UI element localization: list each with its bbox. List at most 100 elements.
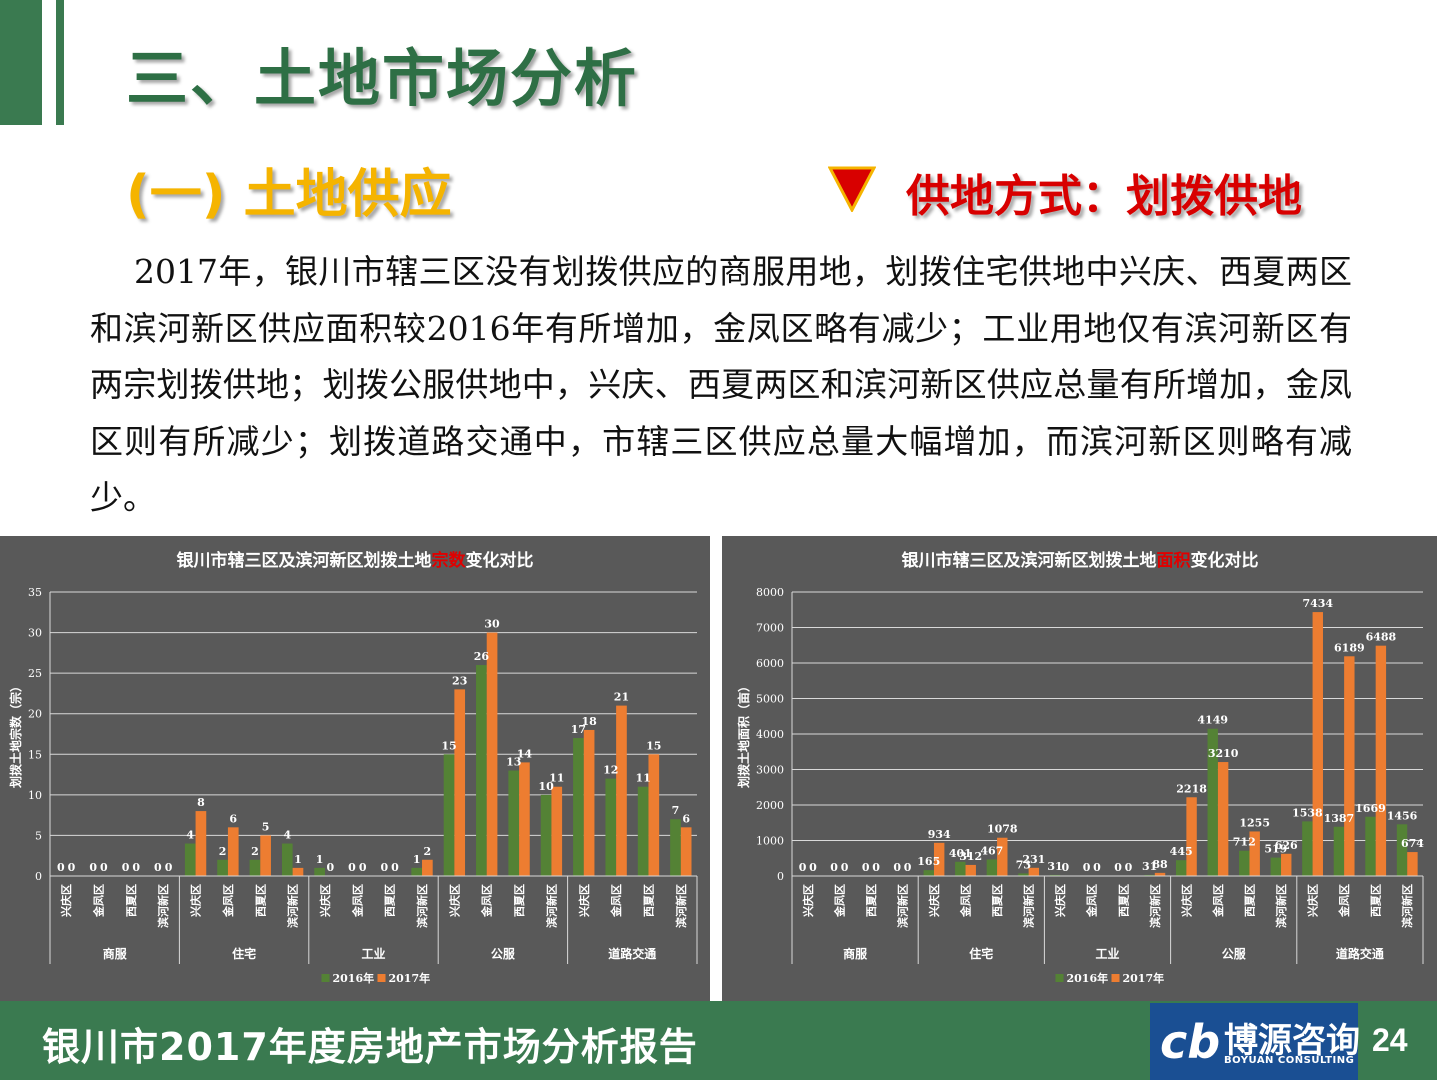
data-label-2017: 0	[872, 861, 880, 874]
district-tick-label: 兴庆区	[1306, 884, 1320, 917]
bar-2017	[422, 859, 433, 876]
data-label-2017: 0	[904, 861, 912, 874]
bar-2017	[1186, 797, 1197, 876]
district-tick-label: 兴庆区	[927, 884, 941, 917]
bar-2016	[281, 843, 293, 876]
bar-2017	[583, 729, 595, 876]
chart-title: 银川市辖三区及滨河新区划拨土地面积变化对比	[902, 550, 1259, 571]
district-tick-label: 滨河新区	[1274, 884, 1288, 928]
y-tick-label: 35	[28, 586, 42, 599]
data-label-2017: 23	[452, 674, 467, 687]
data-label-2017: 0	[326, 861, 334, 874]
data-label-2016: 11	[635, 772, 650, 785]
section-subtitle: (一) 土地供应	[126, 165, 452, 225]
triangle-down-icon	[828, 166, 876, 212]
group-label: 道路交通	[608, 946, 656, 961]
bar-2017	[933, 842, 945, 876]
chart-title-part: 变化对比	[466, 550, 534, 571]
data-label-2016: 0	[348, 861, 356, 874]
data-label-2016: 0	[862, 861, 870, 874]
district-tick-label: 金凤区	[1337, 884, 1351, 918]
data-label-2016: 445	[1170, 845, 1193, 858]
data-label-2016: 7	[672, 804, 680, 817]
chart-title-part: 银川市辖三区及滨河新区划拨土地	[902, 550, 1157, 571]
logo-cn-text: 博源咨询	[1224, 1021, 1360, 1061]
chart-area-svg: 银川市辖三区及滨河新区划拨土地面积变化对比 0 1000 2000 3000 4000 50…	[736, 550, 1424, 985]
bar-2016	[1396, 824, 1408, 876]
data-label-2017: 0	[1093, 861, 1101, 874]
bar-2016	[1175, 860, 1187, 876]
data-label-2016: 1456	[1387, 809, 1418, 822]
district-tick-label: 西夏区	[513, 884, 526, 917]
data-label-2016: 13	[506, 756, 521, 769]
bar-2017	[1344, 656, 1355, 876]
data-label-2017: 934	[928, 828, 951, 841]
district-tick-label: 兴庆区	[1053, 884, 1067, 917]
legend-label-2017: 2017年	[1123, 971, 1165, 985]
y-axis-label: 划拨土地面积（亩）	[736, 680, 751, 788]
bar-2017	[227, 827, 239, 876]
group-label: 公服	[491, 946, 516, 961]
bar-2016	[1144, 874, 1155, 876]
data-label-2016: 0	[830, 861, 838, 874]
data-label-2016: 73	[1016, 858, 1031, 871]
bar-2017	[680, 827, 692, 876]
data-label-2016: 401	[949, 847, 972, 860]
data-label-2016: 4	[283, 829, 291, 842]
bar-2016	[1239, 850, 1250, 876]
data-label-2016: 1538	[1292, 806, 1323, 819]
bar-2016	[1018, 873, 1029, 876]
data-label-2016: 712	[1233, 836, 1256, 849]
y-tick-label: 15	[28, 748, 42, 761]
group-label: 工业	[361, 946, 385, 961]
district-tick-label: 滨河新区	[1022, 884, 1036, 928]
district-tick-label: 滨河新区	[895, 884, 909, 928]
y-axis-label: 划拨土地宗数（宗）	[8, 680, 23, 788]
district-tick-label: 西夏区	[1370, 884, 1383, 917]
bar-2017	[260, 835, 271, 876]
bar-2017	[454, 689, 466, 876]
bar-2017	[486, 632, 498, 876]
page-number: 24	[1372, 1022, 1408, 1058]
data-label-2017: 6488	[1366, 631, 1397, 644]
district-tick-label: 金凤区	[350, 884, 364, 918]
report-title: 银川市2017年度房地产市场分析报告	[42, 1025, 698, 1069]
data-label-2016: 0	[799, 861, 807, 874]
data-label-2016: 0	[893, 861, 901, 874]
district-tick-label: 西夏区	[125, 884, 138, 917]
bar-2017	[1407, 852, 1418, 876]
bar-2017	[1154, 872, 1166, 876]
bar-2017	[965, 864, 976, 876]
data-label-2017: 6189	[1334, 641, 1365, 654]
data-label-2016: 1	[316, 853, 324, 866]
data-label-2016: 26	[474, 650, 490, 663]
data-label-2017: 8	[197, 796, 205, 809]
y-tick-label: 30	[28, 627, 42, 640]
data-label-2017: 6	[229, 812, 237, 825]
supply-mode-heading: 供地方式：划拨供地	[906, 171, 1302, 222]
y-tick-label: 8000	[756, 586, 784, 599]
bar-2017	[551, 786, 563, 876]
district-tick-label: 滨河新区	[156, 884, 170, 928]
page-title: 三、土地市场分析	[126, 42, 639, 115]
bar-2016	[1302, 821, 1313, 876]
logo-en-text: BOYUAN CONSULTING	[1224, 1055, 1355, 1066]
data-label-2017: 626	[1275, 839, 1298, 852]
data-label-2017: 6	[682, 812, 690, 825]
data-label-2017: 674	[1401, 837, 1424, 850]
legend-swatch-2017	[1111, 974, 1120, 982]
data-label-2016: 1387	[1324, 812, 1355, 825]
district-tick-label: 西夏区	[384, 884, 397, 917]
data-label-2016: 4149	[1197, 714, 1228, 727]
bar-2016	[1270, 857, 1282, 876]
group-label: 住宅	[232, 946, 256, 961]
data-label-2017: 18	[581, 715, 597, 728]
y-tick-label: 1000	[756, 835, 784, 848]
bar-2017	[519, 762, 530, 876]
chart-parcel-area: 银川市辖三区及滨河新区划拨土地面积变化对比 0 1000 2000 3000 4000 50…	[722, 536, 1437, 1001]
bar-2016	[217, 859, 228, 876]
district-tick-label: 滨河新区	[286, 884, 300, 928]
group-label: 住宅	[969, 946, 993, 961]
y-tick-label: 0	[35, 870, 42, 883]
district-tick-label: 滨河新区	[1400, 884, 1414, 928]
